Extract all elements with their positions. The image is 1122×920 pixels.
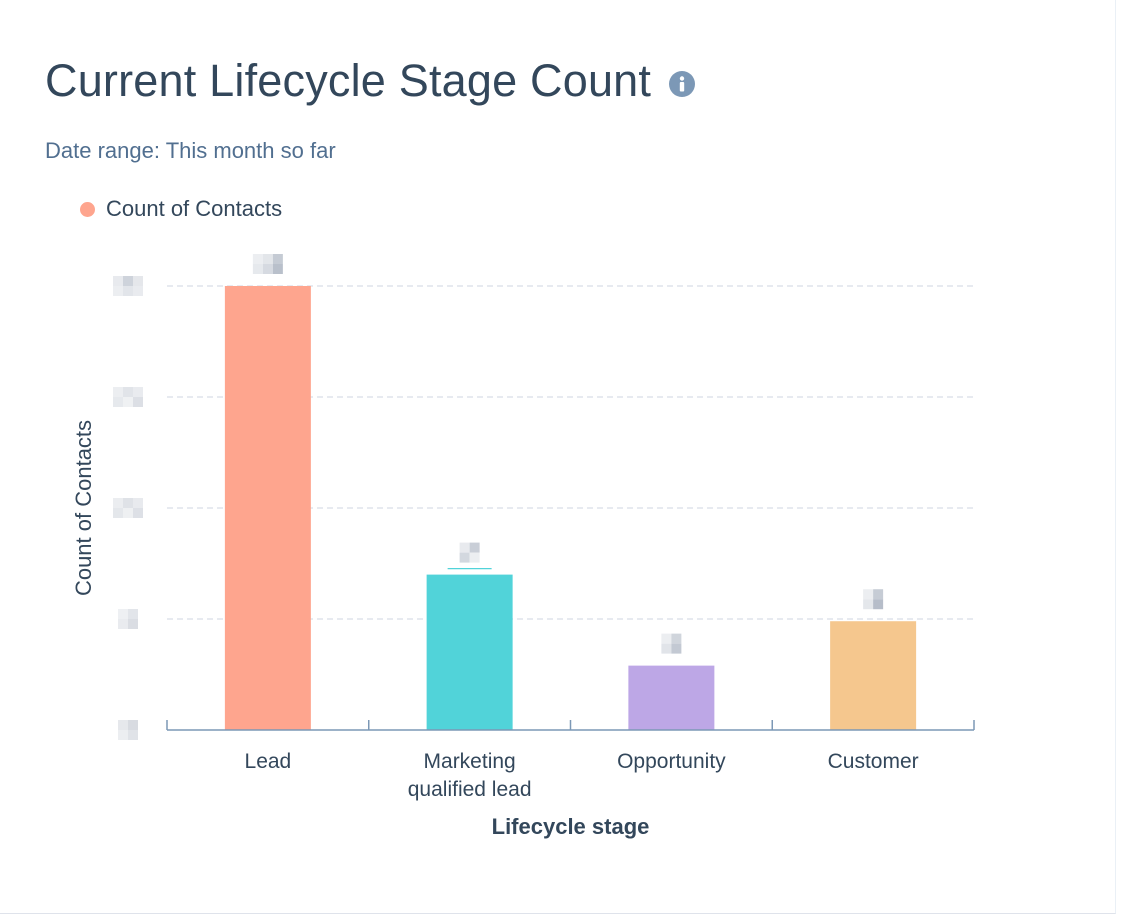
data-label	[863, 589, 884, 610]
bar-opportunity	[628, 665, 715, 730]
label-pixel	[469, 552, 480, 563]
label-pixel	[113, 286, 123, 296]
label-pixel	[459, 552, 470, 563]
label-pixel	[671, 643, 682, 654]
x-tick-label: Customer	[828, 750, 919, 773]
label-pixel	[262, 264, 273, 274]
label-pixel	[133, 498, 143, 508]
legend-label: Count of Contacts	[106, 196, 283, 221]
label-pixel	[863, 589, 874, 600]
label-pixel	[469, 542, 480, 553]
label-pixel	[661, 643, 672, 654]
label-pixel	[133, 508, 143, 518]
label-pixel	[118, 609, 128, 619]
label-pixel	[863, 599, 874, 610]
label-pixel	[128, 619, 138, 629]
chart-legend[interactable]: Count of Contacts	[80, 196, 282, 222]
label-pixel	[133, 276, 143, 286]
label-pixel	[123, 276, 133, 286]
data-label	[252, 254, 283, 274]
y-tick-label	[113, 387, 143, 407]
label-pixel	[113, 387, 123, 397]
x-tick-label-line: Marketing	[424, 750, 516, 773]
label-pixel	[113, 276, 123, 286]
label-pixel	[459, 542, 470, 553]
label-pixel	[133, 286, 143, 296]
bar-marketing-qualified-lead	[426, 574, 513, 730]
label-pixel	[123, 498, 133, 508]
label-pixel	[113, 508, 123, 518]
label-pixel	[123, 397, 133, 407]
report-title: Current Lifecycle Stage Count	[45, 55, 652, 106]
data-label	[459, 542, 480, 563]
data-label	[661, 633, 682, 654]
x-tick-label-line: Customer	[828, 750, 919, 773]
x-tick-label: Lead	[245, 750, 292, 773]
label-pixel	[118, 730, 128, 740]
label-pixel	[118, 720, 128, 730]
label-pixel	[128, 609, 138, 619]
label-pixel	[128, 720, 138, 730]
x-tick-label: Opportunity	[617, 750, 726, 773]
y-axis-title: Count of Contacts	[71, 420, 96, 596]
label-pixel	[671, 633, 682, 644]
x-tick-label-line: Lead	[245, 750, 292, 773]
x-tick-label-line: Opportunity	[617, 750, 726, 773]
date-range: Date range: This month so far	[45, 138, 336, 164]
y-tick-label	[118, 720, 138, 740]
title-row: Current Lifecycle Stage Count	[45, 55, 696, 106]
label-pixel	[118, 619, 128, 629]
x-tick-label-line: qualified lead	[408, 778, 532, 801]
date-range-value: This month so far	[165, 138, 336, 163]
label-pixel	[873, 599, 884, 610]
bar-customer	[830, 621, 917, 730]
legend-dot	[80, 201, 95, 217]
y-tick-label	[113, 498, 143, 518]
date-range-prefix: Date range:	[45, 138, 160, 163]
x-axis-title: Lifecycle stage	[492, 814, 650, 839]
y-tick-label	[118, 609, 138, 629]
label-pixel	[252, 264, 263, 274]
label-pixel	[133, 387, 143, 397]
label-pixel	[133, 397, 143, 407]
bar-lead	[224, 286, 311, 730]
x-tick-label: Marketing qualified lead	[408, 750, 532, 801]
label-pixel	[113, 498, 123, 508]
info-icon[interactable]	[669, 70, 696, 97]
bar-chart: Lead Marketing qualified lead Opportunity Cu…	[71, 254, 975, 839]
label-pixel	[873, 589, 884, 600]
label-pixel	[252, 254, 263, 264]
label-pixel	[272, 254, 283, 264]
label-pixel	[123, 508, 133, 518]
label-pixel	[123, 286, 133, 296]
label-pixel	[128, 730, 138, 740]
label-pixel	[661, 633, 672, 644]
label-pixel	[272, 264, 283, 274]
y-tick-label	[113, 276, 143, 296]
label-pixel	[113, 397, 123, 407]
label-pixel	[262, 254, 273, 264]
label-pixel	[123, 387, 133, 397]
